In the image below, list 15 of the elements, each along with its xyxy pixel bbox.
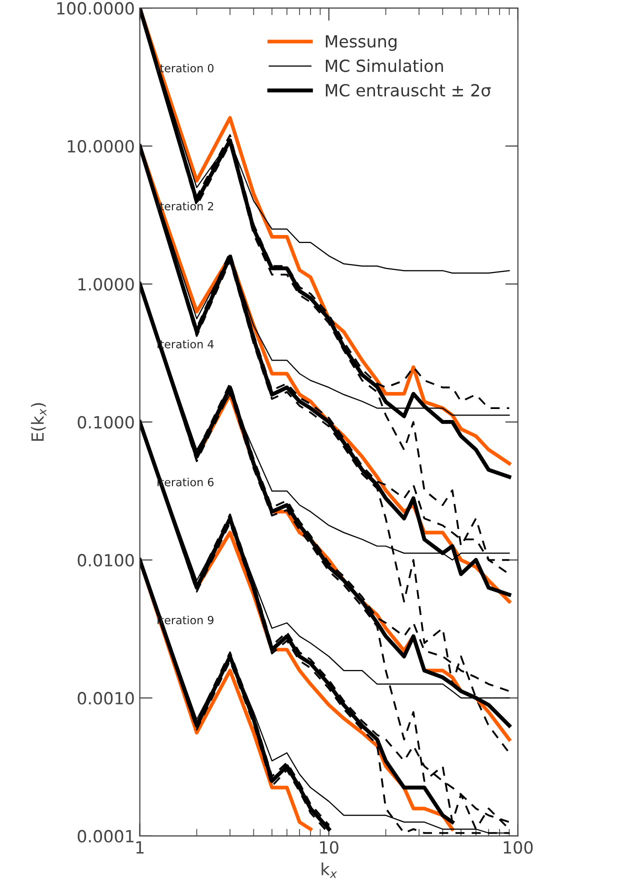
legend-label: MC Simulation: [326, 59, 443, 72]
y-tick-label: 0.0001: [78, 830, 134, 842]
y-tick-label: 10.0000: [68, 140, 134, 153]
y-tick-label: 0.0100: [78, 554, 134, 567]
x-axis-title: k$_{x}$: [322, 862, 338, 878]
x-tick-label: 10: [320, 841, 338, 854]
x-tick-label: 1: [136, 841, 144, 854]
legend-label: MC entrauscht ± 2σ: [326, 84, 491, 97]
y-tick-label: 1.0000: [78, 278, 134, 291]
y-axis-title: E(k$_{x}$): [30, 403, 46, 441]
legend-label: Messung: [326, 35, 396, 51]
x-tick-label: 100: [504, 841, 533, 854]
y-tick-label: 100.0000: [57, 2, 134, 15]
y-tick-label: 0.0010: [78, 692, 134, 705]
y-tick-label: 0.1000: [78, 416, 134, 429]
